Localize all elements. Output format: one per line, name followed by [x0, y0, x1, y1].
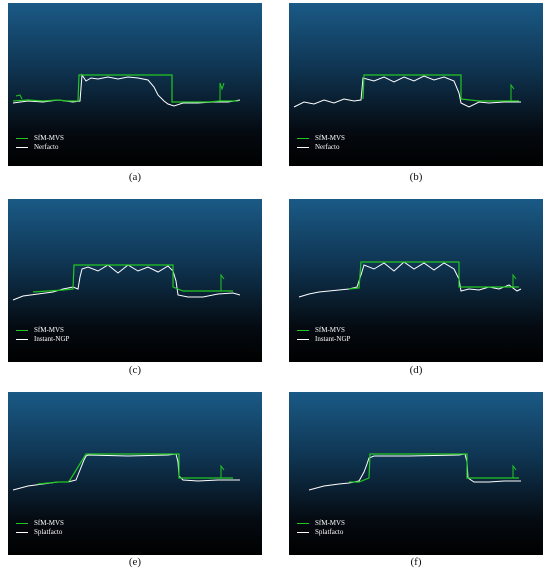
- legend-swatch: [16, 338, 28, 341]
- panel-a: SfM-MVS Nerfacto: [8, 3, 262, 166]
- legend-row: Nerfacto: [297, 143, 345, 152]
- profile-plot-d: [298, 261, 522, 298]
- legend-label: SfM-MVS: [315, 134, 345, 142]
- legend-b: SfM-MVS Nerfacto: [297, 134, 345, 152]
- profile-plot-a: [12, 73, 241, 107]
- legend-row: SfM-MVS: [16, 326, 69, 335]
- caption-c: (c): [128, 364, 142, 376]
- legend-swatch: [16, 531, 28, 534]
- caption-e: (e): [128, 556, 142, 568]
- legend-row: Splatfacto: [297, 528, 345, 537]
- legend-row: Instant-NGP: [16, 335, 69, 344]
- legend-c: SfM-MVS Instant-NGP: [16, 326, 69, 344]
- panel-d: SfM-MVS Instant-NGP: [289, 199, 543, 362]
- legend-row: SfM-MVS: [297, 326, 350, 335]
- legend-swatch: [16, 522, 28, 525]
- legend-row: Splatfacto: [16, 528, 64, 537]
- legend-swatch: [16, 146, 28, 149]
- legend-swatch: [16, 137, 28, 140]
- profile-plot-f: [308, 453, 521, 491]
- caption-a: (a): [128, 171, 142, 183]
- legend-label: Splatfacto: [315, 528, 344, 536]
- legend-label: Nerfacto: [34, 143, 59, 151]
- legend-row: SfM-MVS: [297, 134, 345, 143]
- legend-label: SfM-MVS: [315, 326, 345, 334]
- legend-e: SfM-MVS Splatfacto: [16, 519, 64, 537]
- legend-label: Instant-NGP: [34, 335, 70, 343]
- profile-plot-e: [12, 453, 240, 491]
- caption-f: (f): [410, 556, 422, 568]
- legend-swatch: [297, 522, 309, 525]
- legend-label: SfM-MVS: [34, 519, 64, 527]
- legend-label: Nerfacto: [315, 143, 340, 151]
- legend-row: Instant-NGP: [297, 335, 350, 344]
- panel-f: SfM-MVS Splatfacto: [289, 392, 543, 555]
- legend-swatch: [297, 531, 309, 534]
- legend-label: SfM-MVS: [34, 134, 64, 142]
- legend-label: Instant-NGP: [315, 335, 351, 343]
- legend-swatch: [297, 137, 309, 140]
- legend-a: SfM-MVS Nerfacto: [16, 134, 64, 152]
- profile-plot-c: [12, 264, 241, 301]
- legend-row: SfM-MVS: [16, 519, 64, 528]
- caption-d: (d): [409, 364, 423, 376]
- legend-f: SfM-MVS Splatfacto: [297, 519, 345, 537]
- legend-label: SfM-MVS: [315, 519, 345, 527]
- legend-swatch: [297, 338, 309, 341]
- legend-row: SfM-MVS: [297, 519, 345, 528]
- panel-e: SfM-MVS Splatfacto: [8, 392, 262, 555]
- legend-swatch: [16, 329, 28, 332]
- panel-b: SfM-MVS Nerfacto: [289, 3, 543, 166]
- legend-label: SfM-MVS: [34, 326, 64, 334]
- legend-row: SfM-MVS: [16, 134, 64, 143]
- legend-label: Splatfacto: [34, 528, 63, 536]
- legend-row: Nerfacto: [16, 143, 64, 152]
- legend-d: SfM-MVS Instant-NGP: [297, 326, 350, 344]
- legend-swatch: [297, 146, 309, 149]
- legend-swatch: [297, 329, 309, 332]
- caption-b: (b): [409, 171, 423, 183]
- profile-plot-b: [293, 74, 521, 108]
- panel-c: SfM-MVS Instant-NGP: [8, 199, 262, 362]
